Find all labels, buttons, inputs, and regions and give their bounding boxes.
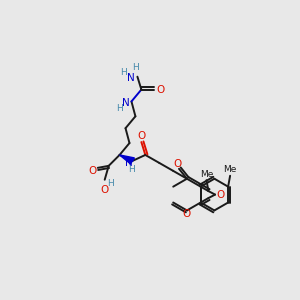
- Text: N: N: [124, 158, 132, 168]
- Text: H: H: [120, 68, 127, 77]
- Text: O: O: [137, 131, 146, 141]
- Text: Me: Me: [200, 170, 213, 179]
- Text: O: O: [183, 209, 191, 219]
- Text: O: O: [173, 159, 181, 169]
- Text: Me: Me: [224, 165, 237, 174]
- Text: O: O: [100, 184, 109, 195]
- Text: H: H: [107, 179, 114, 188]
- Text: H: H: [116, 104, 123, 113]
- Text: O: O: [216, 190, 224, 200]
- Text: N: N: [127, 73, 134, 83]
- Text: O: O: [156, 85, 164, 94]
- Text: H: H: [132, 63, 139, 72]
- Text: N: N: [122, 98, 129, 108]
- Text: H: H: [128, 165, 135, 174]
- Polygon shape: [120, 155, 134, 164]
- Text: O: O: [89, 166, 97, 176]
